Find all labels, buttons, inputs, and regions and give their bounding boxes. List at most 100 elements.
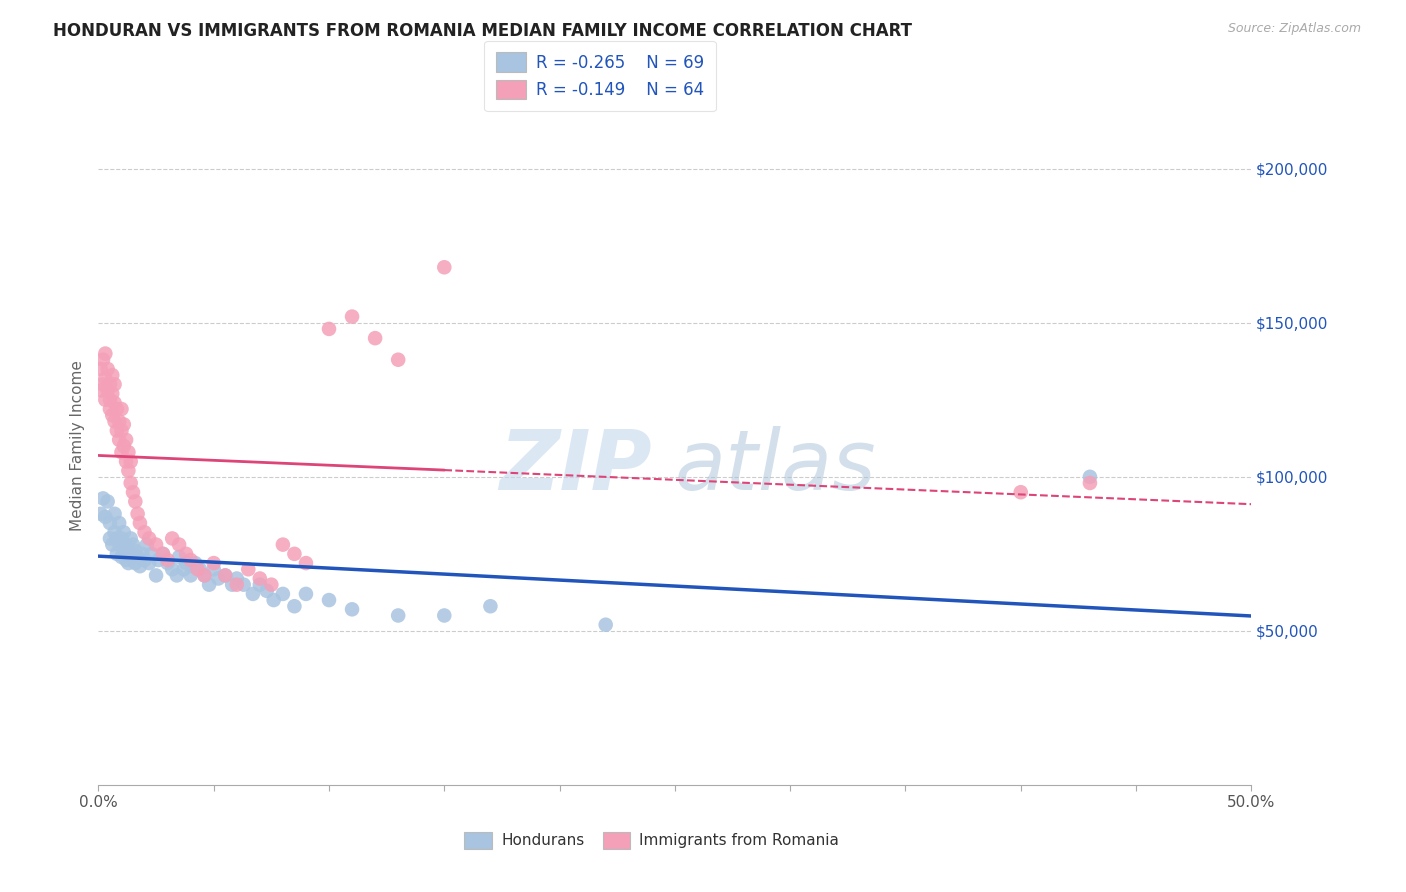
Text: HONDURAN VS IMMIGRANTS FROM ROMANIA MEDIAN FAMILY INCOME CORRELATION CHART: HONDURAN VS IMMIGRANTS FROM ROMANIA MEDI… xyxy=(53,22,912,40)
Point xyxy=(124,556,146,570)
Point xyxy=(127,507,149,521)
Point xyxy=(120,547,142,561)
Point xyxy=(387,352,409,367)
Point xyxy=(260,577,283,591)
Point xyxy=(117,543,139,558)
Point xyxy=(110,532,132,546)
Point xyxy=(115,433,138,447)
Point xyxy=(117,445,139,459)
Point xyxy=(115,454,138,468)
Point xyxy=(98,377,121,392)
Text: atlas: atlas xyxy=(675,425,876,507)
Point xyxy=(110,402,132,417)
Point xyxy=(318,593,340,607)
Point xyxy=(167,549,190,564)
Point xyxy=(193,568,215,582)
Point xyxy=(202,562,225,576)
Point xyxy=(91,352,114,367)
Point xyxy=(174,547,197,561)
Point xyxy=(91,491,114,506)
Point xyxy=(120,532,142,546)
Point xyxy=(214,568,236,582)
Point xyxy=(595,617,617,632)
Point xyxy=(110,549,132,564)
Point xyxy=(103,414,125,428)
Point xyxy=(97,494,120,508)
Point xyxy=(225,572,247,586)
Point xyxy=(112,525,135,540)
Point xyxy=(117,556,139,570)
Point xyxy=(138,556,160,570)
Point xyxy=(101,386,124,401)
Point xyxy=(340,310,363,324)
Point xyxy=(238,562,260,576)
Point xyxy=(249,577,271,591)
Point xyxy=(225,577,247,591)
Point xyxy=(479,599,502,614)
Point xyxy=(90,384,112,398)
Point xyxy=(145,538,167,552)
Point xyxy=(156,556,179,570)
Point xyxy=(174,556,197,570)
Point xyxy=(193,568,215,582)
Point xyxy=(271,587,294,601)
Point xyxy=(103,525,125,540)
Point xyxy=(148,553,170,567)
Point xyxy=(152,547,174,561)
Point xyxy=(433,260,456,275)
Point xyxy=(433,608,456,623)
Point xyxy=(295,556,318,570)
Point xyxy=(94,509,117,524)
Point xyxy=(117,464,139,478)
Point xyxy=(103,396,125,410)
Point xyxy=(184,556,207,570)
Point xyxy=(94,346,117,360)
Point xyxy=(152,547,174,561)
Point xyxy=(105,532,128,546)
Point xyxy=(129,516,152,530)
Point xyxy=(122,538,145,552)
Point xyxy=(202,556,225,570)
Point xyxy=(1078,470,1101,484)
Point xyxy=(167,538,190,552)
Point xyxy=(94,371,117,385)
Point xyxy=(112,543,135,558)
Point xyxy=(387,608,409,623)
Point xyxy=(90,507,112,521)
Y-axis label: Median Family Income: Median Family Income xyxy=(69,360,84,532)
Point xyxy=(101,368,124,383)
Point xyxy=(198,577,221,591)
Point xyxy=(242,587,264,601)
Point xyxy=(138,532,160,546)
Point xyxy=(108,516,131,530)
Point xyxy=(101,408,124,422)
Point xyxy=(97,362,120,376)
Point xyxy=(173,562,195,576)
Point xyxy=(108,538,131,552)
Point xyxy=(115,538,138,552)
Point xyxy=(283,599,305,614)
Point xyxy=(108,433,131,447)
Point xyxy=(364,331,387,345)
Point xyxy=(124,494,146,508)
Point xyxy=(295,587,318,601)
Point xyxy=(131,547,153,561)
Point xyxy=(141,547,163,561)
Point xyxy=(1010,485,1032,500)
Point xyxy=(97,384,120,398)
Point xyxy=(105,424,128,438)
Point xyxy=(120,454,142,468)
Point xyxy=(120,475,142,490)
Point xyxy=(340,602,363,616)
Point xyxy=(110,445,132,459)
Point xyxy=(124,543,146,558)
Point xyxy=(134,553,156,567)
Text: Source: ZipAtlas.com: Source: ZipAtlas.com xyxy=(1227,22,1361,36)
Point xyxy=(98,516,121,530)
Point xyxy=(112,417,135,432)
Point xyxy=(180,568,202,582)
Legend: Hondurans, Immigrants from Romania: Hondurans, Immigrants from Romania xyxy=(458,825,845,855)
Point xyxy=(127,549,149,564)
Point xyxy=(90,362,112,376)
Point xyxy=(122,485,145,500)
